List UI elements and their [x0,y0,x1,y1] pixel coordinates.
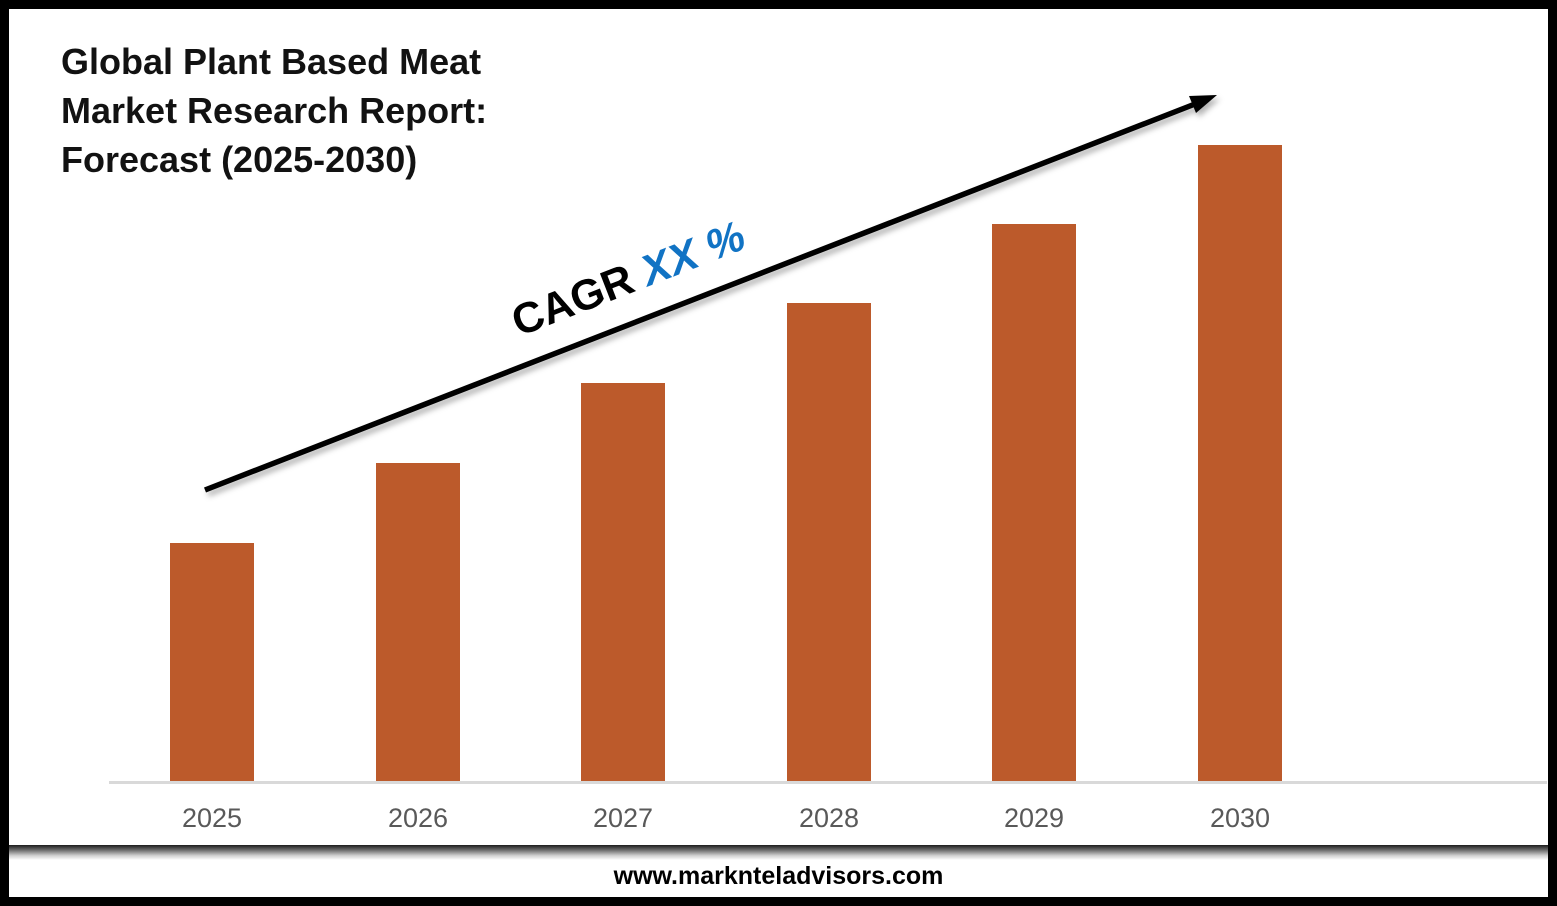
x-axis-label-2030: 2030 [1209,803,1271,833]
cagr-label: CAGR [505,251,652,347]
bar-2029 [992,224,1076,781]
chart-canvas: Global Plant Based Meat Market Research … [9,9,1548,897]
footer-website: www.marknteladvisors.com [613,862,944,890]
bar-2027 [581,383,665,781]
bar-2028 [787,303,871,781]
bar-2026 [376,463,460,781]
bar-2030 [1198,145,1282,781]
x-axis-label-2028: 2028 [798,803,860,833]
chart-title-line-3: Forecast (2025-2030) [61,139,418,180]
footer-divider [9,845,1548,860]
chart-title-line-1: Global Plant Based Meat [61,41,482,82]
x-axis-label-2029: 2029 [1003,803,1065,833]
x-axis-label-2026: 2026 [387,803,449,833]
chart-title: Global Plant Based Meat Market Research … [61,37,487,184]
cagr-annotation: CAGR XX % [505,212,752,347]
x-axis-line [109,781,1547,784]
x-axis-label-2025: 2025 [181,803,243,833]
cagr-value: XX % [634,211,752,296]
x-axis-label-2027: 2027 [592,803,654,833]
chart-title-line-2: Market Research Report: [61,90,488,131]
bar-2025 [170,543,254,781]
